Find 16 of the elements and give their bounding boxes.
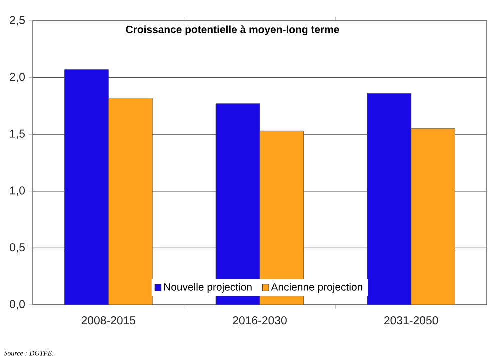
y-tick-label: 1,5 [10,130,25,140]
legend-label: Nouvelle projection [164,283,252,293]
y-tick-label: 0,0 [10,300,26,310]
x-tick-label: 2016-2030 [233,316,287,325]
bar [64,70,109,305]
chart-title: Croissance potentielle à moyen-long terme [126,26,340,36]
y-tick-label: 2,5 [10,16,25,26]
y-tick-label: 1,0 [10,186,26,196]
bar [108,98,153,305]
y-tick-label: 2,0 [10,73,26,83]
y-tick-label: 0,5 [10,243,25,253]
legend-label: Ancienne projection [271,283,362,293]
bar [411,128,456,305]
x-tick-label: 2008-2015 [82,316,136,325]
x-tick-label: 2031-2050 [384,316,438,325]
bar [367,93,412,305]
